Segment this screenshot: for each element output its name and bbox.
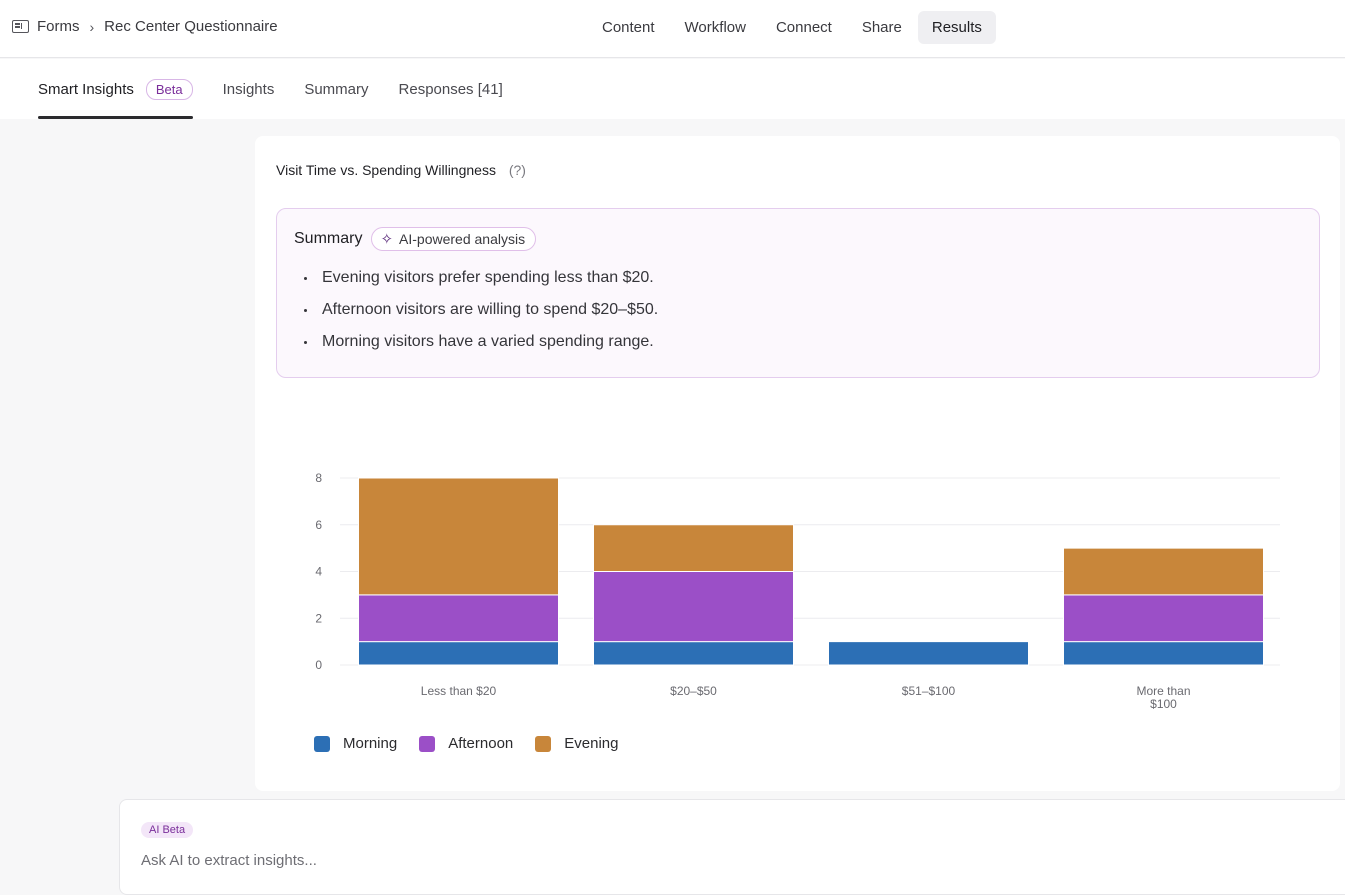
bar-segment-morning[interactable]: [1063, 641, 1264, 666]
bar-segment-afternoon[interactable]: [593, 571, 794, 643]
form-icon: [12, 20, 29, 33]
bar-segment-afternoon[interactable]: [358, 594, 559, 643]
chevron-right-icon: ›: [89, 18, 95, 35]
help-icon[interactable]: (?): [508, 162, 526, 178]
ai-beta-badge: AI Beta: [141, 822, 194, 838]
tab-insights[interactable]: Insights: [222, 80, 275, 98]
nav-connect[interactable]: Connect: [775, 19, 832, 36]
x-tick-label: $20–$50: [670, 684, 717, 698]
x-tick-label: $51–$100: [902, 684, 956, 698]
nav-results[interactable]: Results: [917, 11, 996, 44]
x-tick-label: Less than $20: [421, 684, 497, 698]
nav-share[interactable]: Share: [861, 19, 902, 36]
legend-label-morning: Morning: [343, 735, 398, 752]
insight-card: Visit Time vs. Spending Willingness (?) …: [255, 136, 1340, 791]
ai-analysis-badge: ✧ AI-powered analysis: [371, 227, 537, 251]
sparkle-icon: ✧: [380, 231, 394, 248]
x-tick-label: More than: [1136, 684, 1190, 698]
stacked-bar-chart: 0 2 4 6 8 Less than $20 $20–$50 $51–$100 More th…: [315, 471, 1280, 711]
summary-heading: Summary: [294, 230, 363, 247]
card-title: Visit Time vs. Spending Willingness (?): [276, 162, 526, 178]
y-tick-label: 4: [315, 565, 322, 579]
tab-smart-insights[interactable]: Smart Insights Beta: [38, 59, 193, 119]
breadcrumb: Forms › Rec Center Questionnaire: [12, 18, 278, 35]
legend-item-afternoon[interactable]: Afternoon: [419, 735, 513, 752]
nav-workflow[interactable]: Workflow: [684, 19, 746, 36]
bar-segment-evening[interactable]: [1063, 547, 1264, 596]
legend-swatch-morning: [314, 735, 330, 752]
y-tick-label: 0: [315, 658, 322, 672]
bar-segment-morning[interactable]: [358, 641, 559, 666]
legend-swatch-afternoon: [419, 735, 436, 752]
summary-box: Summary ✧ AI-powered analysis Evening vi…: [276, 208, 1320, 378]
bar-segment-evening[interactable]: [593, 524, 794, 572]
y-tick-label: 6: [315, 518, 322, 532]
bar-segment-evening[interactable]: [358, 477, 559, 596]
beta-badge: Beta: [145, 78, 193, 100]
summary-item: Evening visitors prefer spending less th…: [304, 267, 658, 299]
breadcrumb-forms-link[interactable]: Forms: [37, 18, 80, 35]
tab-summary[interactable]: Summary: [304, 80, 369, 98]
y-tick-label: 2: [315, 611, 322, 625]
summary-item: Morning visitors have a varied spending …: [304, 331, 658, 363]
ai-insights-input[interactable]: [141, 852, 1321, 869]
sub-tab-bar: Smart Insights Beta Insights Summary Res…: [0, 59, 1345, 119]
y-tick-label: 8: [315, 471, 322, 485]
bar-segment-morning[interactable]: [828, 641, 1029, 666]
legend-label-evening: Evening: [564, 735, 619, 752]
chart-legend: Morning Afternoon Evening: [314, 735, 640, 752]
summary-list: Evening visitors prefer spending less th…: [304, 267, 658, 363]
bar-segment-morning[interactable]: [593, 641, 794, 666]
summary-item: Afternoon visitors are willing to spend …: [304, 299, 658, 331]
legend-item-morning[interactable]: Morning: [314, 735, 397, 752]
nav-content[interactable]: Content: [602, 19, 655, 36]
breadcrumb-current: Rec Center Questionnaire: [104, 18, 278, 35]
ai-analysis-label: AI-powered analysis: [399, 231, 526, 247]
card-title-text: Visit Time vs. Spending Willingness: [276, 162, 496, 178]
bar-segment-afternoon[interactable]: [1063, 594, 1264, 643]
ai-input-panel: AI Beta: [119, 799, 1345, 895]
legend-swatch-evening: [535, 735, 552, 752]
top-bar: Forms › Rec Center Questionnaire Content…: [0, 0, 1345, 58]
legend-item-evening[interactable]: Evening: [535, 735, 618, 752]
tab-smart-insights-label: Smart Insights: [38, 80, 134, 98]
legend-label-afternoon: Afternoon: [448, 735, 514, 752]
top-nav: Content Workflow Connect Share Results: [588, 11, 998, 44]
x-tick-label: $100: [1150, 697, 1177, 711]
tab-responses[interactable]: Responses [41]: [398, 80, 503, 98]
